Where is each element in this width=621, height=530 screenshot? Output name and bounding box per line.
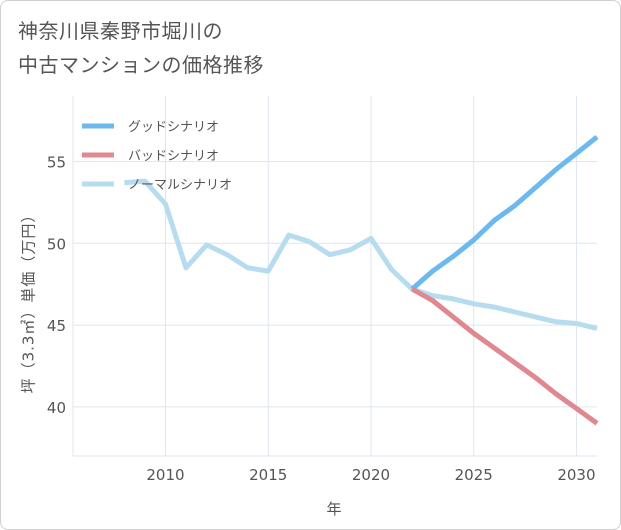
series-line-2 — [124, 178, 598, 331]
series-line-1 — [410, 286, 599, 426]
y-tick-label-55: 55 — [47, 153, 66, 171]
chart-title-line-1: 神奈川県秦野市堀川の — [18, 19, 223, 43]
legend-label-2: ノーマルシナリオ — [128, 178, 232, 193]
x-tick-label-2030: 2030 — [557, 466, 595, 484]
x-tick-label-2020: 2020 — [352, 466, 390, 484]
y-tick-label-50: 50 — [47, 235, 66, 253]
x-tick-label-2010: 2010 — [146, 466, 184, 484]
chart-title: 神奈川県秦野市堀川の 中古マンションの価格推移 — [18, 14, 578, 82]
y-tick-label-45: 45 — [47, 317, 66, 335]
y-axis-label: 坪（3.3㎡）単価（万円） — [19, 206, 38, 394]
legend-label-0: グッドシナリオ — [128, 120, 219, 135]
chart-title-line-2: 中古マンションの価格推移 — [18, 53, 264, 77]
y-tick-label-40: 40 — [47, 399, 66, 417]
legend-label-1: バッドシナリオ — [128, 149, 219, 164]
x-axis-label: 年 — [326, 500, 342, 518]
x-tick-label-2015: 2015 — [249, 466, 287, 484]
series-line-0 — [410, 134, 599, 291]
x-tick-label-2025: 2025 — [455, 466, 493, 484]
